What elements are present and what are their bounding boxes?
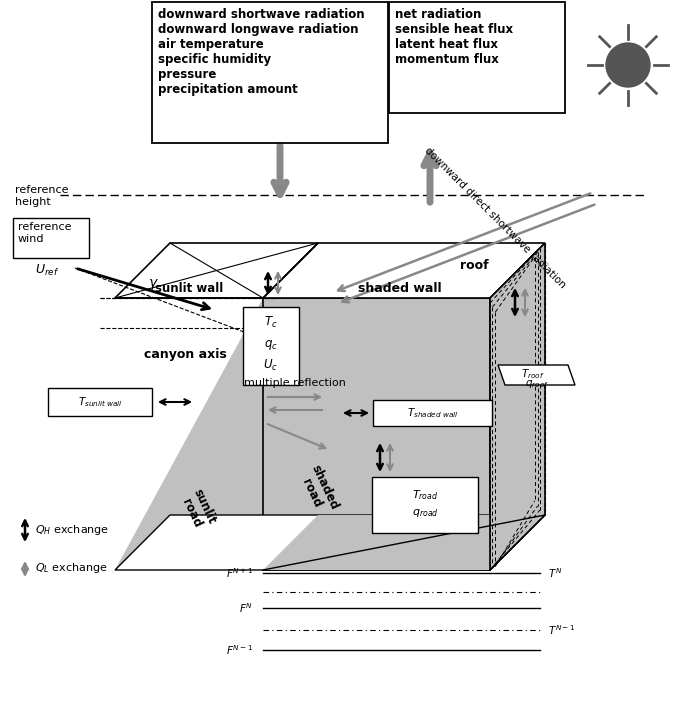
- Polygon shape: [263, 515, 545, 570]
- Text: net radiation
sensible heat flux
latent heat flux
momentum flux: net radiation sensible heat flux latent …: [395, 8, 513, 66]
- Polygon shape: [263, 243, 545, 298]
- FancyBboxPatch shape: [372, 477, 478, 533]
- Polygon shape: [490, 243, 545, 570]
- FancyBboxPatch shape: [243, 307, 299, 385]
- Text: $\gamma$: $\gamma$: [148, 278, 159, 293]
- Text: reference
height: reference height: [15, 185, 68, 207]
- Text: $F^{N}$: $F^{N}$: [239, 601, 253, 615]
- FancyBboxPatch shape: [13, 218, 89, 258]
- Text: shaded wall: shaded wall: [359, 282, 442, 295]
- Text: $q_c$: $q_c$: [264, 338, 278, 352]
- Text: $F^{N-1}$: $F^{N-1}$: [226, 643, 253, 657]
- Circle shape: [606, 43, 650, 87]
- FancyBboxPatch shape: [48, 388, 152, 416]
- Text: $T_{roof}$: $T_{roof}$: [521, 367, 545, 381]
- Text: $Q_H$ exchange: $Q_H$ exchange: [35, 523, 109, 537]
- Polygon shape: [115, 243, 318, 298]
- Polygon shape: [263, 243, 545, 570]
- Text: $F^{N+1}$: $F^{N+1}$: [226, 566, 253, 580]
- Text: downward shortwave radiation
downward longwave radiation
air temperature
specifi: downward shortwave radiation downward lo…: [158, 8, 365, 96]
- Text: $q_{roof}$: $q_{roof}$: [525, 378, 549, 390]
- Text: $T_{shaded\ wall}$: $T_{shaded\ wall}$: [407, 406, 459, 420]
- FancyBboxPatch shape: [373, 400, 492, 426]
- Text: shaded
road: shaded road: [295, 462, 341, 517]
- Text: downward direct shortwave radiation: downward direct shortwave radiation: [423, 145, 568, 290]
- Text: roof: roof: [460, 259, 488, 272]
- Polygon shape: [115, 515, 545, 570]
- Text: $Q_L$ exchange: $Q_L$ exchange: [35, 561, 108, 575]
- Text: multiple reflection: multiple reflection: [244, 378, 346, 388]
- Text: $T^{N}$: $T^{N}$: [548, 566, 562, 580]
- Polygon shape: [498, 365, 575, 385]
- Text: $T_{sunlit\ wall}$: $T_{sunlit\ wall}$: [77, 395, 122, 409]
- Text: sunlit
road: sunlit road: [178, 487, 219, 533]
- Text: $U_{ref}$: $U_{ref}$: [35, 262, 59, 278]
- Text: canyon axis: canyon axis: [143, 348, 226, 361]
- Text: $T_{road}$: $T_{road}$: [412, 488, 438, 502]
- Text: reference
wind: reference wind: [18, 222, 72, 244]
- Text: $q_{road}$: $q_{road}$: [412, 507, 438, 519]
- FancyBboxPatch shape: [389, 2, 565, 113]
- Text: sunlit wall: sunlit wall: [155, 282, 223, 295]
- Polygon shape: [263, 243, 318, 298]
- Text: $U_c$: $U_c$: [264, 358, 279, 373]
- Text: $T_c$: $T_c$: [264, 315, 278, 330]
- Polygon shape: [263, 298, 490, 570]
- FancyBboxPatch shape: [152, 2, 388, 143]
- Polygon shape: [115, 243, 545, 570]
- Text: $T^{N-1}$: $T^{N-1}$: [548, 623, 576, 637]
